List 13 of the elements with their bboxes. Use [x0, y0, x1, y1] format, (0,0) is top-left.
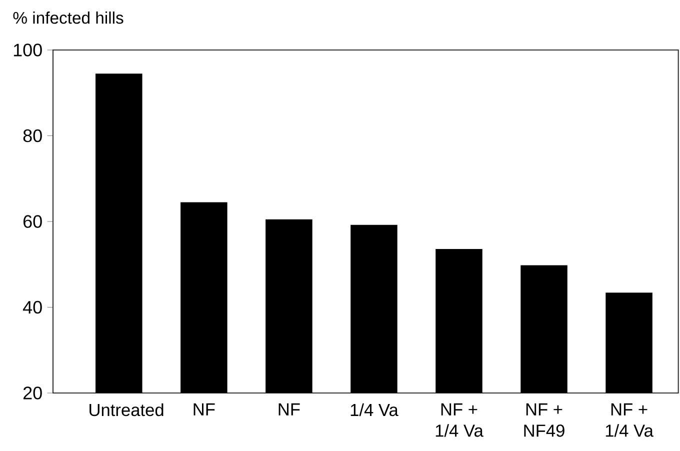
x-tick-label: Untreated: [90, 403, 164, 416]
y-tick-label: 100: [14, 44, 42, 56]
y-tick-label: 60: [24, 215, 42, 228]
y-tick-label: 20: [23, 386, 42, 400]
x-tick-label: NF: [278, 403, 300, 416]
x-tick-label: NF + 1/4 Va: [436, 403, 484, 437]
x-tick-label: NF + NF49: [524, 403, 564, 437]
x-tick-label: NF + 1/4 Va: [606, 403, 654, 437]
y-tick-label: 40: [23, 300, 42, 314]
x-tick-label: 1/4 Va: [350, 403, 398, 416]
y-tick-label: 80: [23, 129, 42, 142]
y-axis-title: % infected hills: [13, 12, 124, 24]
x-tick-label: NF: [194, 403, 215, 416]
